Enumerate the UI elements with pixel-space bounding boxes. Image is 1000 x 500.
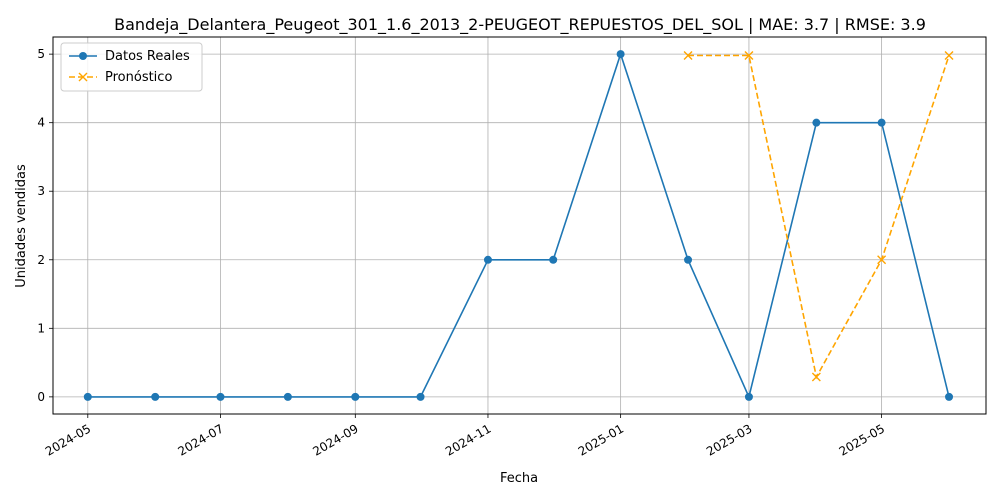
y-axis-label: Unidades vendidas xyxy=(14,164,29,288)
data-point xyxy=(216,392,225,401)
data-point xyxy=(616,50,625,59)
data-point xyxy=(416,392,425,401)
legend-box xyxy=(60,42,203,92)
data-point xyxy=(877,118,886,127)
data-point xyxy=(83,392,92,401)
x-tick-label: 2024-05 xyxy=(43,421,93,458)
data-point xyxy=(944,51,954,61)
grid xyxy=(53,37,986,414)
x-tick-label: 2025-05 xyxy=(837,421,887,458)
y-tick-label: 3 xyxy=(37,184,45,198)
data-point xyxy=(684,255,693,264)
x-tick-label: 2024-07 xyxy=(176,421,226,458)
data-point xyxy=(549,255,558,264)
data-point xyxy=(683,51,693,61)
y-tick-label: 2 xyxy=(37,253,45,267)
series-line-1 xyxy=(688,54,950,380)
data-point xyxy=(151,392,160,401)
legend-label: Datos Reales xyxy=(105,49,190,64)
legend-marker xyxy=(79,52,87,60)
plot-frame xyxy=(52,36,987,415)
chart-title: Bandeja_Delantera_Peugeot_301_1.6_2013_2… xyxy=(114,15,926,35)
x-tick-label: 2025-01 xyxy=(576,421,626,458)
y-tick-label: 4 xyxy=(37,116,45,130)
x-tick-label: 2025-03 xyxy=(704,421,754,458)
legend-label: Pronóstico xyxy=(105,70,172,85)
data-point xyxy=(811,372,821,382)
data-point xyxy=(945,392,954,401)
data-point xyxy=(483,255,492,264)
x-tick-label: 2024-09 xyxy=(310,421,360,458)
y-tick-label: 1 xyxy=(37,321,45,335)
legend: Datos Reales Pronóstico xyxy=(60,42,203,92)
data-point xyxy=(283,392,292,401)
series xyxy=(83,50,954,401)
x-axis-label: Fecha xyxy=(500,471,538,486)
series-line-0 xyxy=(87,51,950,400)
legend-marker xyxy=(78,72,88,82)
data-point xyxy=(351,392,360,401)
y-tick-label: 5 xyxy=(37,47,45,61)
data-point xyxy=(744,392,753,401)
data-point xyxy=(877,255,887,265)
data-point xyxy=(744,51,754,61)
y-tick-label: 0 xyxy=(37,390,45,404)
x-tick-label: 2024-11 xyxy=(443,421,493,458)
data-point xyxy=(812,118,821,127)
